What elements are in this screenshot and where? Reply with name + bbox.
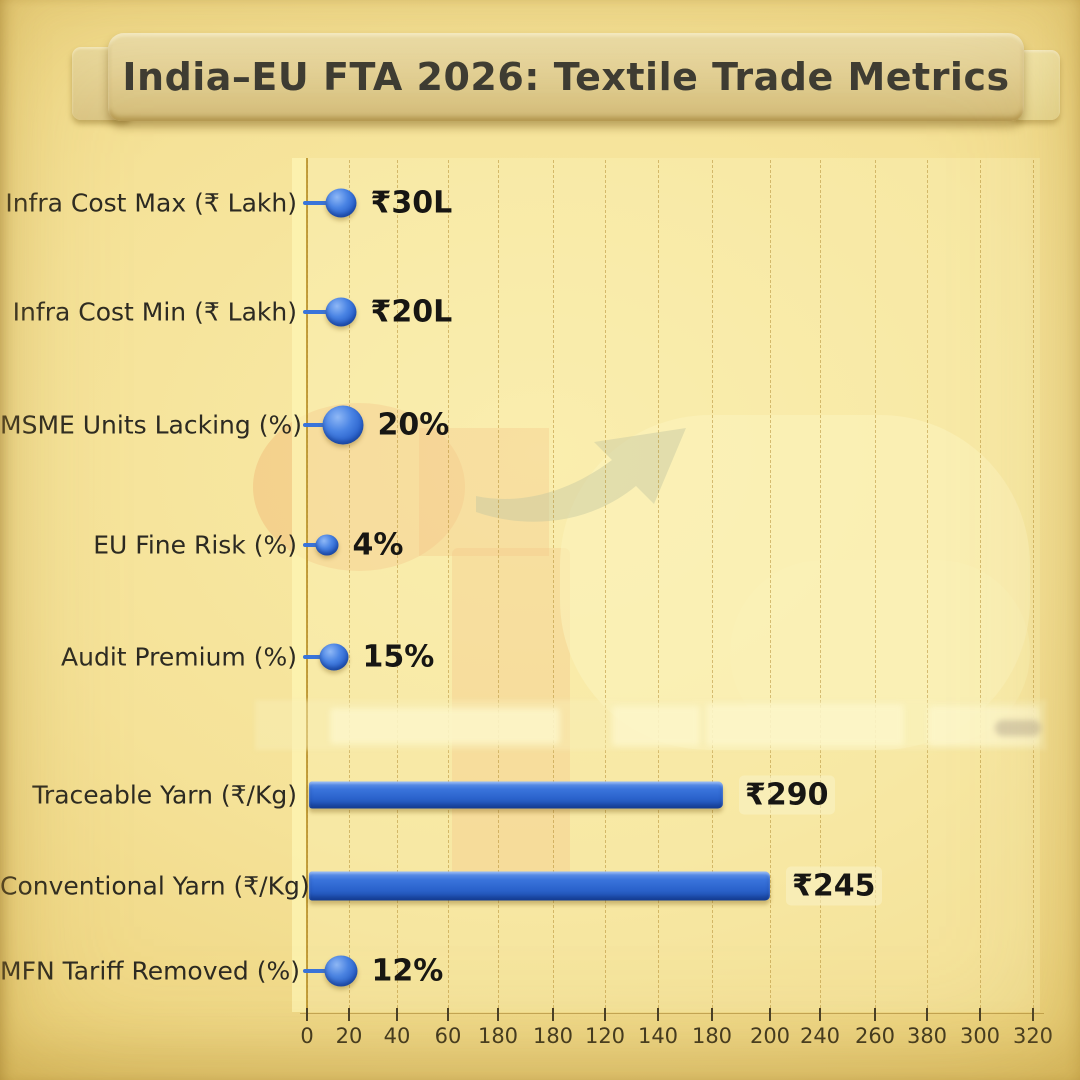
tick-mark (447, 1008, 449, 1021)
smudge-blob (928, 706, 1040, 746)
x-tick-label: 300 (959, 1024, 1001, 1048)
x-tick-label: 260 (854, 1024, 896, 1048)
category-label: Infra Cost Min (₹ Lakh) (12, 297, 297, 327)
gridline (448, 160, 449, 1008)
value-label: 4% (352, 527, 404, 563)
smudge-blob (330, 708, 560, 744)
category-label: Traceable Yarn (₹/Kg) (32, 780, 297, 810)
gridline (397, 160, 398, 1008)
x-tick-label: 380 (906, 1024, 948, 1048)
gridline (770, 160, 771, 1008)
x-tick-label: 180 (477, 1024, 519, 1048)
tick-mark (769, 1008, 771, 1021)
value-label: 20% (377, 407, 450, 443)
gridline (307, 160, 308, 1008)
tick-mark (396, 1008, 398, 1021)
gridline (349, 160, 350, 1008)
tick-mark (819, 1008, 821, 1021)
x-tick-label: 40 (383, 1024, 411, 1048)
category-label: Infra Cost Max (₹ Lakh) (5, 188, 297, 218)
tick-mark (348, 1008, 350, 1021)
gridline (875, 160, 876, 1008)
marker-stem (303, 310, 341, 314)
tick-mark (711, 1008, 713, 1021)
plot-area (307, 158, 1040, 1012)
marker-stem (303, 655, 334, 659)
tick-mark (1032, 1008, 1034, 1021)
smudge-blob (706, 704, 904, 746)
value-label: 12% (371, 953, 444, 989)
smudge-blob (612, 706, 700, 746)
tick-mark (552, 1008, 554, 1021)
page-title: India–EU FTA 2026: Textile Trade Metrics (122, 55, 1010, 99)
value-label: ₹290 (739, 775, 835, 815)
gridline (658, 160, 659, 1008)
value-label: ₹245 (786, 866, 882, 906)
x-tick-label: 240 (799, 1024, 841, 1048)
x-tick-label: 180 (532, 1024, 574, 1048)
gridline (927, 160, 928, 1008)
tick-mark (926, 1008, 928, 1021)
gridline (553, 160, 554, 1008)
gridline (980, 160, 981, 1008)
smudge-gray-mark (995, 720, 1041, 736)
tick-mark (604, 1008, 606, 1021)
x-tick-label: 60 (434, 1024, 462, 1048)
value-label: 15% (362, 639, 435, 675)
tick-mark (979, 1008, 981, 1021)
tick-mark (657, 1008, 659, 1021)
dot-marker (322, 405, 364, 445)
x-tick-label: 320 (1012, 1024, 1054, 1048)
dot-marker (324, 955, 358, 987)
gridline (820, 160, 821, 1008)
bar-marker (309, 871, 770, 901)
dot-marker (325, 297, 357, 327)
tick-mark (874, 1008, 876, 1021)
marker-stem (303, 969, 341, 973)
marker-stem (303, 201, 341, 205)
tick-mark (306, 1008, 308, 1021)
marker-stem (303, 543, 327, 547)
dot-marker (325, 188, 357, 218)
x-axis-baseline (300, 1013, 1044, 1014)
gridline (605, 160, 606, 1008)
gridline (1033, 160, 1034, 1008)
category-label: MSME Units Lacking (%) (0, 410, 302, 440)
x-tick-label: 0 (300, 1024, 314, 1048)
x-tick-label: 140 (637, 1024, 679, 1048)
category-label: Conventional Yarn (₹/Kg) (0, 871, 310, 901)
title-banner: India–EU FTA 2026: Textile Trade Metrics (108, 33, 1024, 121)
category-label: MFN Tariff Removed (%) (0, 956, 300, 986)
x-tick-label: 120 (584, 1024, 626, 1048)
dot-marker (319, 643, 349, 671)
category-label: Audit Premium (%) (61, 642, 297, 672)
x-tick-label: 200 (749, 1024, 791, 1048)
value-label: ₹30L (370, 185, 453, 221)
y-axis-strip (292, 158, 307, 1012)
x-tick-label: 180 (691, 1024, 733, 1048)
x-tick-label: 20 (335, 1024, 363, 1048)
bar-marker (309, 781, 723, 809)
dot-marker (315, 534, 339, 556)
value-label: ₹20L (370, 294, 453, 330)
gridline (498, 160, 499, 1008)
gridline (712, 160, 713, 1008)
category-label: EU Fine Risk (%) (93, 530, 297, 560)
tick-mark (497, 1008, 499, 1021)
